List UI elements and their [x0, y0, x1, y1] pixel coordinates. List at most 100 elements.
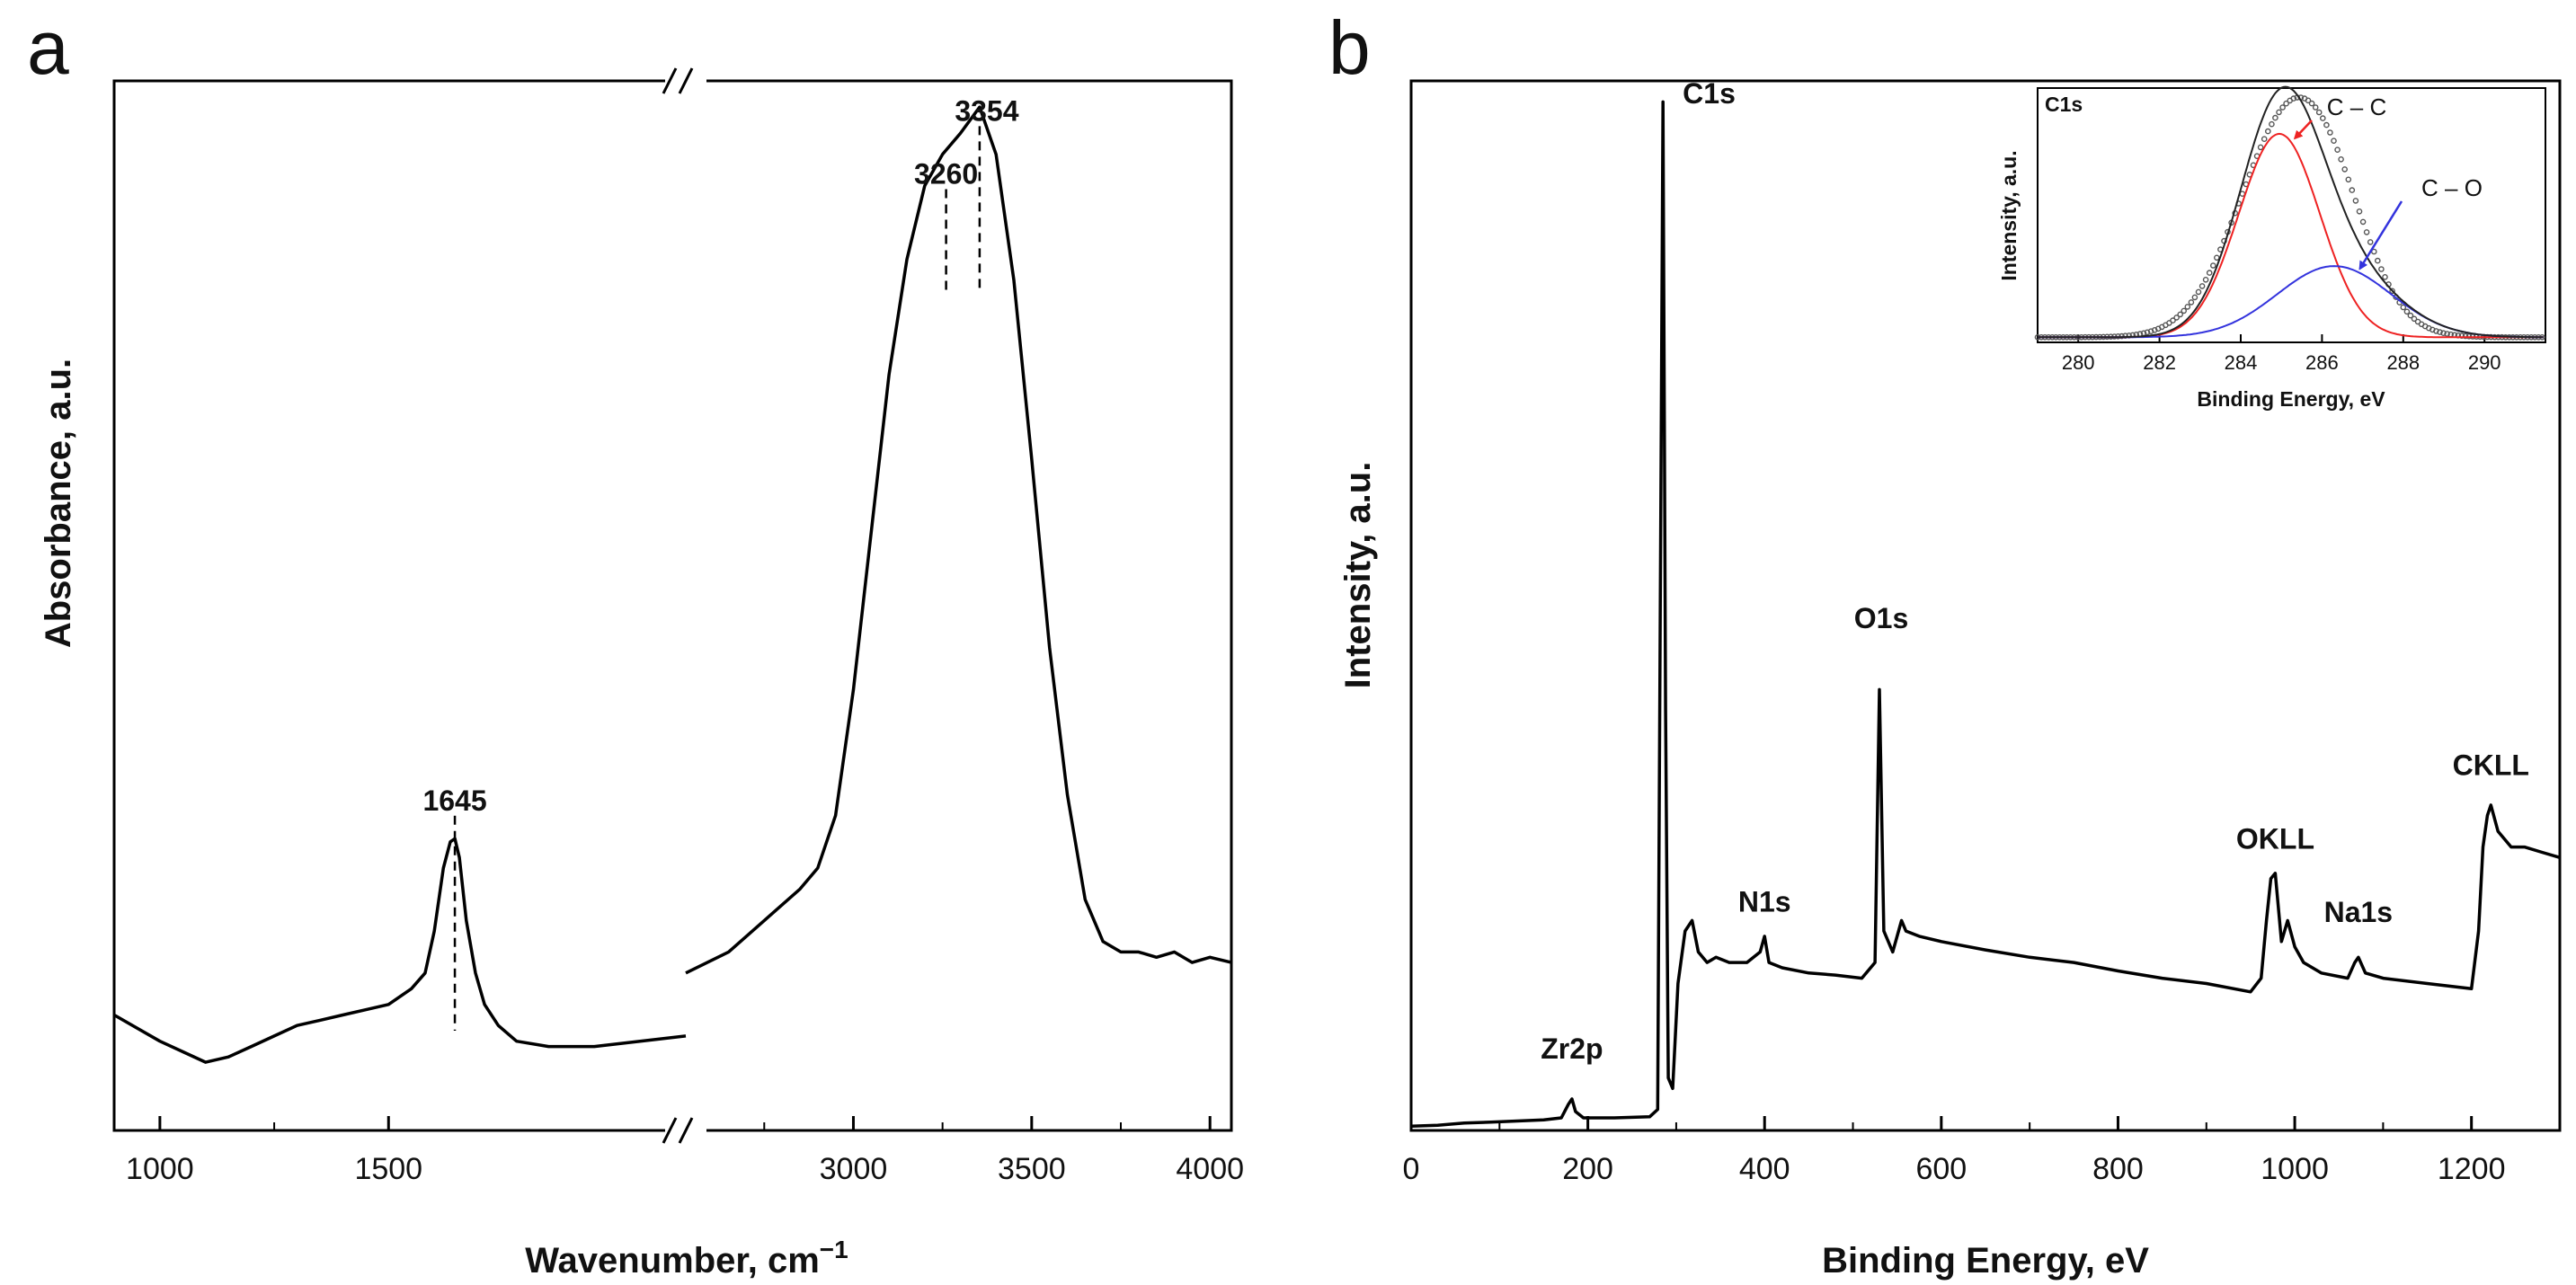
inset-data-point: [2315, 109, 2323, 116]
inset-chart: 280 282 284 286 288 290 C – C C – O C1s Bindin…: [1986, 85, 2546, 411]
x-tick-label-b: 200: [1562, 1152, 1613, 1186]
peak-label-b: OKLL: [2236, 822, 2314, 855]
inset-data-point: [2191, 294, 2198, 301]
axis-break-mark-bottom: [662, 1117, 694, 1144]
inset-data-point: [2359, 218, 2367, 226]
panel-label-a: a: [27, 5, 69, 90]
spectrum-line-a-1: [113, 837, 687, 1064]
inset-data-point: [2363, 229, 2370, 235]
inset-data-point: [2323, 121, 2330, 128]
inset-x-tick-label: 284: [2225, 351, 2258, 374]
x-tick-label-b: 1200: [2438, 1152, 2506, 1186]
panel-label-b: b: [1328, 5, 1371, 90]
inset-data-point: [2202, 276, 2209, 283]
x-tick-label-a: 4000: [1176, 1152, 1244, 1186]
inset-data-point: [2184, 304, 2191, 310]
inset-data-point: [2403, 308, 2411, 315]
inset-data-point: [2374, 257, 2381, 264]
inset-x-tick-label: 280: [2062, 351, 2095, 374]
x-tick-label-a: 3500: [998, 1152, 1066, 1186]
inset-data-point: [2378, 266, 2385, 272]
inset-data-point: [2290, 95, 2297, 102]
inset-data-point: [2188, 299, 2195, 306]
peak-label-a: 3260: [914, 157, 978, 190]
inset-data-point: [2367, 239, 2374, 245]
inset-data-point: [2269, 120, 2275, 128]
inset-data-point: [2338, 155, 2344, 163]
chart-a: 1000 1500 3000 3500 4000 1645 3260 3354 Wavenu…: [39, 67, 1244, 1281]
inset-x-axis-title: Binding Energy, eV: [2197, 387, 2385, 411]
inset-data-point: [2261, 136, 2268, 142]
x-tick-label-a: 1500: [354, 1152, 422, 1186]
inset-data-point: [2433, 328, 2439, 334]
inset-data-point: [2319, 115, 2326, 121]
inset-title: C1s: [2045, 93, 2083, 116]
inset-data-point: [2276, 109, 2282, 116]
inset-data-point: [2444, 331, 2450, 337]
x-axis-title-b: Binding Energy, eV: [1822, 1241, 2149, 1281]
inset-data-point: [2462, 332, 2469, 340]
inset-data-point: [2352, 198, 2359, 204]
inset-data-point: [2437, 329, 2443, 335]
inset-data-point: [2458, 332, 2465, 340]
x-tick-label-a: 1000: [126, 1152, 194, 1186]
x-axis-title-superscript-a: −1: [820, 1236, 848, 1263]
inset-data-point: [2279, 104, 2286, 111]
xps-survey-line: [1410, 100, 2561, 1129]
axis-break-mark-top: [662, 67, 694, 94]
inset-data-point: [2272, 114, 2278, 121]
inset-data-point: [2264, 128, 2271, 135]
inset-data-point: [2440, 330, 2447, 337]
inset-data-point: [2327, 129, 2333, 136]
inset-data-point: [2257, 144, 2264, 151]
spectrum-line-a-2: [685, 105, 1232, 975]
peak-label-b: C1s: [1683, 77, 1736, 110]
inset-data-point: [2195, 288, 2202, 296]
x-tick-label-b: 1000: [2261, 1152, 2329, 1186]
chart-b: 0 200 400 600 800 1000 1200 C1s Zr2p N1s O1s OKLL N…: [1338, 77, 2562, 1281]
inset-data-point: [2177, 311, 2183, 318]
inset-data-point: [2209, 262, 2216, 269]
inset-data-point: [2308, 100, 2315, 107]
inset-data-point: [2122, 332, 2128, 340]
peak-label-b: CKLL: [2453, 749, 2529, 782]
inset-data-point: [2305, 97, 2312, 104]
inset-data-point: [2407, 312, 2414, 319]
inset-data-point: [2312, 104, 2319, 111]
inset-fit-envelope: [2038, 85, 2544, 339]
inset-legend-label: C – C: [2327, 93, 2386, 120]
x-tick-label-b: 800: [2092, 1152, 2144, 1186]
peak-label-b: Zr2p: [1541, 1032, 1603, 1065]
inset-data-point: [2389, 288, 2395, 295]
inset-data-point: [2331, 137, 2337, 144]
y-axis-title-a: Absorbance, a.u.: [39, 359, 78, 648]
inset-data-point: [2181, 307, 2187, 315]
inset-y-axis-title: Intensity, a.u.: [1997, 150, 2021, 280]
inset-legend-arrow: [2358, 200, 2403, 270]
x-axis-title-a: Wavenumber, cm−1: [525, 1236, 848, 1281]
inset-legend-label: C – O: [2421, 174, 2483, 201]
inset-data-point: [2356, 208, 2363, 215]
peak-label-a: 3354: [955, 94, 1018, 127]
plot-frame-a: [112, 79, 1233, 1132]
peak-label-b: Na1s: [2324, 896, 2394, 928]
inset-data-point: [2206, 270, 2213, 276]
inset-data-point: [2400, 304, 2407, 311]
inset-data-point: [2341, 166, 2348, 173]
peak-label-a: 1645: [422, 784, 486, 817]
inset-data-point: [2334, 146, 2341, 153]
x-tick-label-b: 0: [1403, 1152, 1420, 1186]
inset-data-point: [2349, 187, 2356, 193]
inset-data-point: [2173, 315, 2180, 321]
inset-data-point: [2382, 273, 2388, 280]
x-tick-label-b: 400: [1739, 1152, 1790, 1186]
x-tick-label-a: 3000: [820, 1152, 888, 1186]
inset-data-point: [2283, 100, 2289, 107]
inset-x-tick-label: 282: [2143, 351, 2176, 374]
inset-data-point: [2345, 176, 2352, 183]
inset-data-point: [2411, 315, 2418, 323]
inset-data-point: [2144, 329, 2151, 336]
inset-x-tick-label: 290: [2468, 351, 2501, 374]
plot-frame-b: [1409, 79, 2562, 1132]
